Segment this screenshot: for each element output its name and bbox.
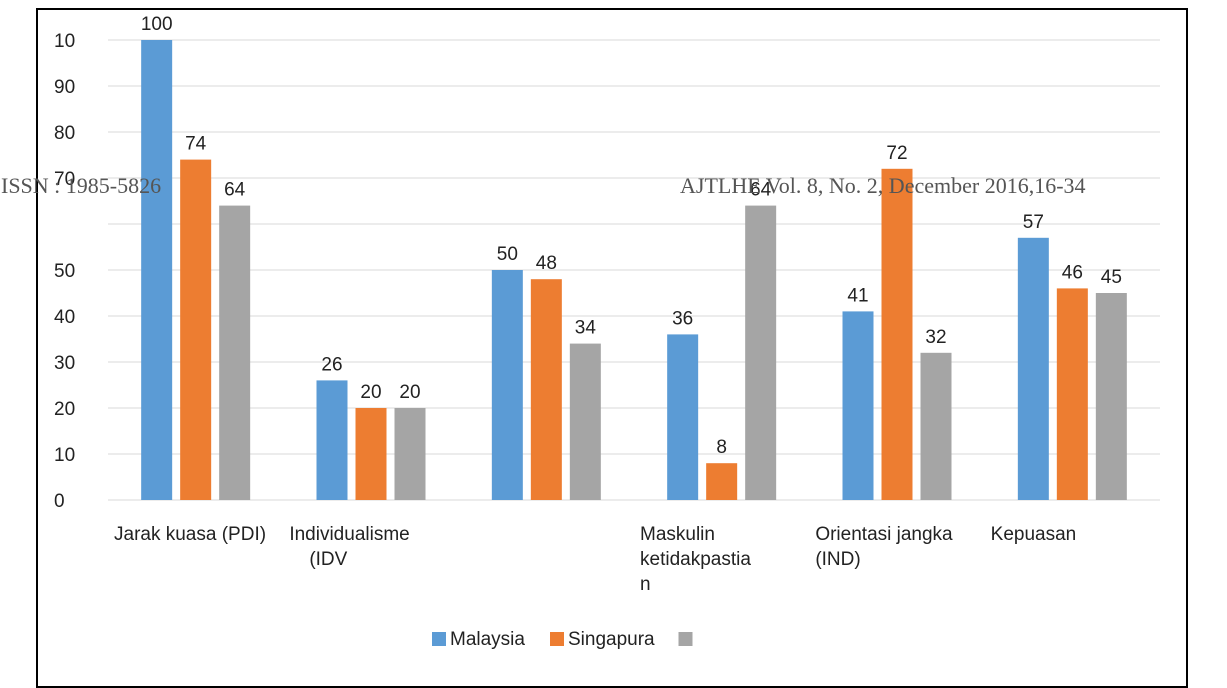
- category-label: Jarak kuasa (PDI): [114, 524, 266, 545]
- data-label: 64: [224, 180, 246, 201]
- y-tick-label: 50: [54, 261, 75, 282]
- y-tick-label: 80: [54, 123, 75, 144]
- category-labels: Jarak kuasa (PDI) Individualisme (IDV Masku…: [114, 524, 1076, 595]
- bar: [141, 40, 173, 500]
- category-label: Maskulin: [640, 524, 715, 545]
- y-tick-label: 10: [54, 31, 75, 52]
- legend-label[interactable]: Singapura: [568, 629, 655, 650]
- data-label: 8: [716, 437, 727, 458]
- data-labels: 100 74 64 26 20 20 50 48 34 36 8 64 41 72 32 57 46 45: [141, 14, 1122, 458]
- data-label: 100: [141, 14, 173, 35]
- bar: [881, 168, 913, 501]
- legend-swatch[interactable]: [678, 632, 693, 646]
- issn-text: ISSN : 1985-5826: [1, 173, 161, 198]
- legend-swatch[interactable]: [550, 632, 564, 646]
- journal-text: AJTLHE Vol. 8, No. 2, December 2016,16-3…: [680, 173, 1086, 198]
- data-label: 64: [750, 180, 772, 201]
- category-label: Individualisme: [289, 524, 409, 545]
- data-label: 32: [925, 327, 946, 348]
- data-label: 26: [321, 354, 342, 375]
- y-tick-label: 90: [54, 77, 75, 98]
- bar: [842, 311, 874, 500]
- bar: [219, 205, 251, 500]
- bar: [667, 334, 699, 500]
- gridlines: [108, 39, 1160, 501]
- data-label: 46: [1062, 262, 1083, 283]
- bar: [569, 343, 601, 500]
- y-tick-label: 70: [54, 169, 75, 190]
- data-label: 72: [886, 143, 907, 164]
- bar: [1095, 293, 1127, 500]
- bar: [180, 159, 212, 500]
- data-label: 50: [497, 244, 518, 265]
- y-tick-label: 20: [54, 399, 75, 420]
- data-label: 20: [360, 382, 381, 403]
- category-label: n: [640, 574, 651, 595]
- bar: [1056, 288, 1088, 500]
- bar: [355, 408, 387, 500]
- bars: [141, 40, 1127, 501]
- bar: [920, 352, 952, 500]
- bar: [394, 408, 426, 500]
- header-overlay: ISSN : 1985-5826 AJTLHE Vol. 8, No. 2, D…: [1, 173, 1086, 198]
- bar: [316, 380, 348, 500]
- data-label: 48: [536, 253, 557, 274]
- bar: [745, 205, 777, 500]
- legend-swatch[interactable]: [432, 632, 446, 646]
- legend[interactable]: Malaysia Singapura: [432, 629, 693, 650]
- bar: [706, 463, 738, 500]
- y-tick-label: 40: [54, 307, 75, 328]
- data-label: 36: [672, 308, 693, 329]
- data-label: 57: [1023, 212, 1044, 233]
- data-label: 20: [399, 382, 420, 403]
- bar: [530, 279, 562, 500]
- data-label: 74: [185, 134, 207, 155]
- category-label: Kepuasan: [991, 524, 1077, 545]
- bar: [491, 270, 523, 500]
- y-axis-ticks: 0 10 20 30 40 50 70 80 90 10: [54, 31, 75, 512]
- y-tick-label: 0: [54, 491, 65, 512]
- category-label: (IND): [815, 549, 860, 570]
- category-label: (IDV: [309, 549, 347, 570]
- category-label: ketidakpastia: [640, 549, 751, 570]
- data-label: 45: [1101, 267, 1122, 288]
- category-label: Orientasi jangka: [815, 524, 953, 545]
- data-label: 41: [847, 285, 868, 306]
- y-tick-label: 30: [54, 353, 75, 374]
- y-tick-label: 10: [54, 445, 75, 466]
- bar: [1017, 237, 1049, 501]
- legend-label[interactable]: Malaysia: [450, 629, 525, 650]
- data-label: 34: [575, 318, 597, 339]
